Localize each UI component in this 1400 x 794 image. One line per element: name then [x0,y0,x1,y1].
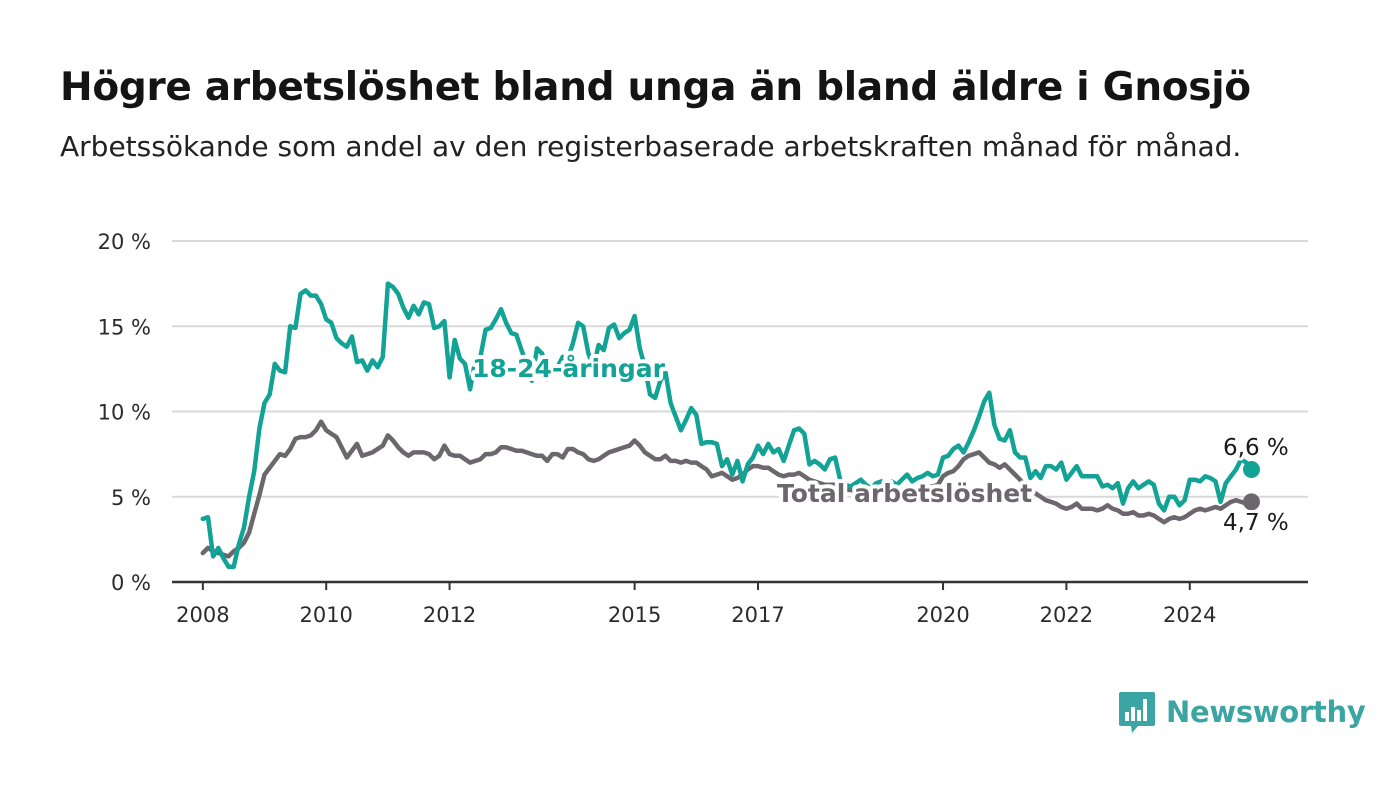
x-tick-label: 2012 [423,603,476,627]
x-tick-label: 2015 [608,603,661,627]
total-end-marker [1242,493,1260,511]
x-tick-label: 2017 [731,603,784,627]
series-labels: 18-24-åringar Total arbetslöshet 6,6 % 4,7 … [468,350,1292,539]
y-tick-label: 10 % [98,401,151,425]
series-lines [200,281,1260,569]
brand-logo: Newsworthy [1118,690,1366,734]
x-axis: 2008 2010 2012 2015 2017 2020 2022 2024 [172,580,1308,627]
grid-lines [172,240,1308,498]
y-tick-label: 5 % [111,486,151,510]
y-axis-ticks: 0 % 5 % 10 % 15 % 20 % [98,230,151,595]
y-tick-label: 15 % [98,315,151,339]
x-tick-label: 2022 [1040,603,1093,627]
y-tick-label: 0 % [111,571,151,595]
chart-title: Högre arbetslöshet bland unga än bland ä… [60,65,1251,110]
youth-end-marker [1242,460,1260,478]
bar-chart-logo-icon [1119,692,1155,733]
total-series-line [200,419,1254,559]
x-tick-label: 2024 [1163,603,1216,627]
x-tick-label: 2008 [176,603,229,627]
brand-name: Newsworthy [1166,695,1366,729]
x-tick-label: 2020 [916,603,969,627]
youth-series-line [200,281,1254,569]
x-tick-label: 2010 [299,603,352,627]
chart-subtitle: Arbetssökande som andel av den registerb… [60,130,1242,163]
y-tick-label: 20 % [98,230,151,254]
end-value-total: 4,7 % [1223,510,1289,536]
series-label-total: Total arbetslöshet [777,479,1032,508]
end-value-youth: 6,6 % [1223,435,1289,461]
series-label-youth: 18-24-åringar [472,354,666,383]
